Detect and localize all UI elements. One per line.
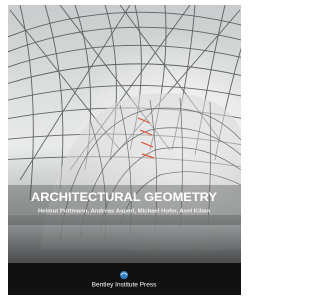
publisher-logo	[120, 271, 128, 279]
book-cover: ARCHITECTURAL GEOMETRY Helmut Pottmann, …	[0, 0, 249, 299]
cover-image	[0, 5, 249, 263]
book-authors: Helmut Pottmann, Andreas Asperl, Michael…	[38, 208, 210, 214]
publisher-band	[8, 263, 241, 295]
publisher-name: Bentley Institute Press	[92, 282, 157, 289]
book-title: ARCHITECTURAL GEOMETRY	[31, 192, 217, 204]
